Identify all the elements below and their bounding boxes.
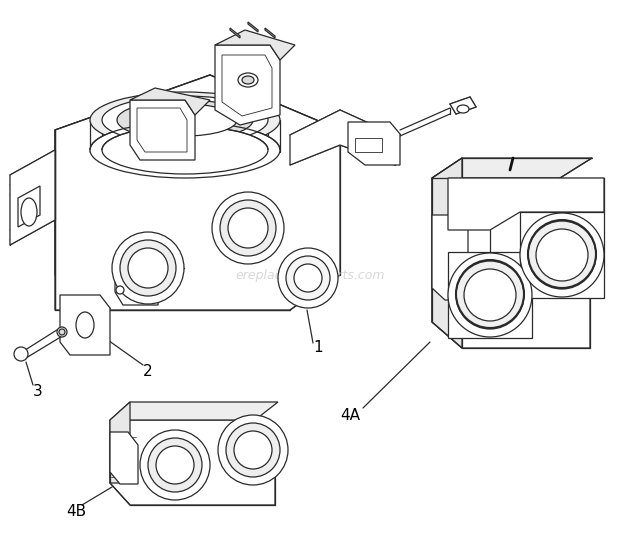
Text: 4B: 4B (66, 505, 86, 519)
Polygon shape (215, 30, 295, 60)
Ellipse shape (218, 415, 288, 485)
Ellipse shape (90, 92, 280, 148)
Polygon shape (60, 295, 110, 355)
Ellipse shape (117, 100, 253, 140)
Ellipse shape (226, 423, 280, 477)
Polygon shape (22, 328, 64, 358)
Polygon shape (55, 75, 340, 165)
Ellipse shape (456, 261, 524, 329)
Polygon shape (355, 138, 382, 152)
Polygon shape (55, 130, 95, 310)
Ellipse shape (102, 96, 268, 144)
Circle shape (59, 329, 65, 335)
Polygon shape (215, 45, 280, 125)
Ellipse shape (238, 73, 258, 87)
Polygon shape (10, 150, 55, 245)
Polygon shape (115, 265, 158, 305)
Polygon shape (248, 22, 258, 32)
Polygon shape (18, 186, 40, 227)
Ellipse shape (76, 312, 94, 338)
Ellipse shape (120, 240, 176, 296)
Polygon shape (432, 215, 468, 300)
Ellipse shape (102, 126, 268, 174)
Ellipse shape (212, 192, 284, 264)
Ellipse shape (148, 438, 202, 492)
Polygon shape (130, 88, 210, 115)
Circle shape (116, 286, 124, 294)
Polygon shape (448, 178, 604, 230)
Circle shape (144, 286, 152, 294)
Polygon shape (450, 97, 476, 114)
Ellipse shape (520, 213, 604, 297)
Ellipse shape (220, 200, 276, 256)
Polygon shape (448, 252, 532, 338)
Polygon shape (130, 100, 195, 160)
Ellipse shape (464, 269, 516, 321)
Ellipse shape (228, 208, 268, 248)
Ellipse shape (140, 430, 210, 500)
Polygon shape (230, 28, 240, 38)
Polygon shape (432, 158, 592, 178)
Ellipse shape (156, 446, 194, 484)
Polygon shape (348, 122, 400, 165)
Polygon shape (55, 75, 340, 310)
Polygon shape (432, 158, 462, 348)
Ellipse shape (112, 232, 184, 304)
Text: 2: 2 (143, 364, 153, 380)
Text: 1: 1 (313, 341, 323, 355)
Ellipse shape (133, 104, 237, 136)
Ellipse shape (21, 198, 37, 226)
Ellipse shape (278, 248, 338, 308)
Polygon shape (110, 420, 275, 505)
Polygon shape (432, 178, 590, 348)
Text: ereplacementparts.com: ereplacementparts.com (235, 268, 385, 282)
Polygon shape (110, 402, 130, 483)
Polygon shape (290, 110, 395, 165)
Polygon shape (110, 402, 278, 420)
Ellipse shape (234, 431, 272, 469)
Ellipse shape (242, 76, 254, 84)
Ellipse shape (286, 256, 330, 300)
Ellipse shape (448, 253, 532, 337)
Polygon shape (110, 432, 138, 484)
Ellipse shape (536, 229, 588, 281)
Polygon shape (95, 165, 290, 310)
Ellipse shape (90, 122, 280, 178)
Polygon shape (520, 212, 604, 298)
Circle shape (57, 327, 67, 337)
Text: 4A: 4A (340, 407, 360, 422)
Ellipse shape (294, 264, 322, 292)
Polygon shape (265, 28, 275, 38)
Ellipse shape (128, 248, 168, 288)
Circle shape (14, 347, 28, 361)
Ellipse shape (457, 105, 469, 113)
Text: 3: 3 (33, 385, 43, 400)
Ellipse shape (528, 221, 596, 289)
